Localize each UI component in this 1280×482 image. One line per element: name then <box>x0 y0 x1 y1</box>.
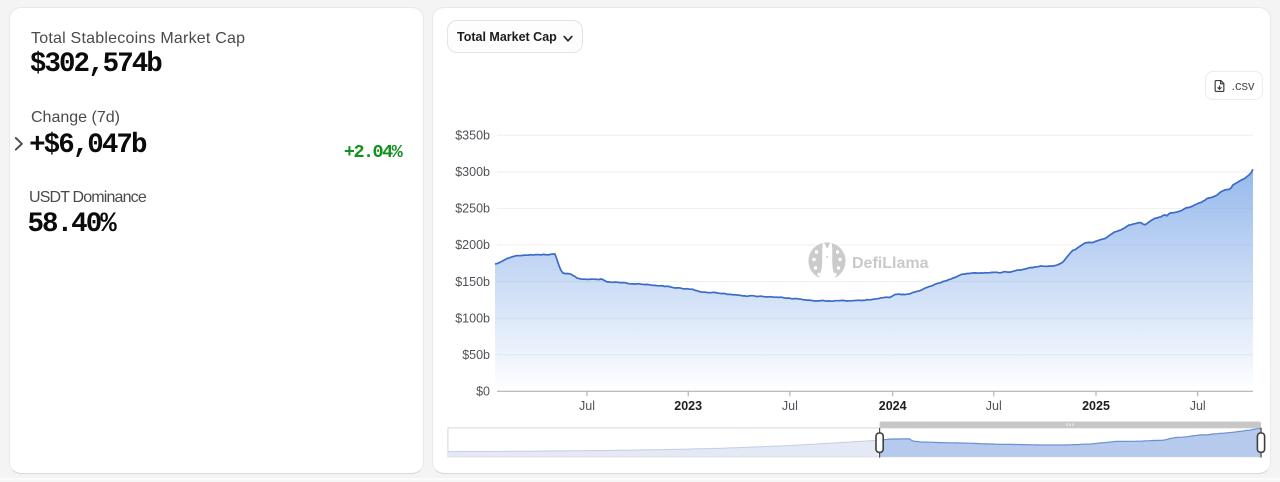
svg-text:Jul: Jul <box>986 399 1002 413</box>
svg-text:Jul: Jul <box>1190 399 1206 413</box>
svg-text:$350b: $350b <box>455 129 490 143</box>
svg-text:2025: 2025 <box>1082 399 1110 413</box>
svg-text:DefiLlama: DefiLlama <box>852 255 929 272</box>
svg-text:$0: $0 <box>476 385 490 399</box>
svg-text:2024: 2024 <box>879 399 907 413</box>
svg-text:$50b: $50b <box>462 348 490 362</box>
svg-text:$300b: $300b <box>455 165 490 179</box>
svg-text:$250b: $250b <box>455 202 490 216</box>
svg-text:Jul: Jul <box>782 399 798 413</box>
svg-text:$200b: $200b <box>455 238 490 252</box>
svg-text:2023: 2023 <box>674 399 702 413</box>
svg-text:Jul: Jul <box>579 399 595 413</box>
svg-text:$100b: $100b <box>455 311 490 325</box>
svg-text:$150b: $150b <box>455 275 490 289</box>
